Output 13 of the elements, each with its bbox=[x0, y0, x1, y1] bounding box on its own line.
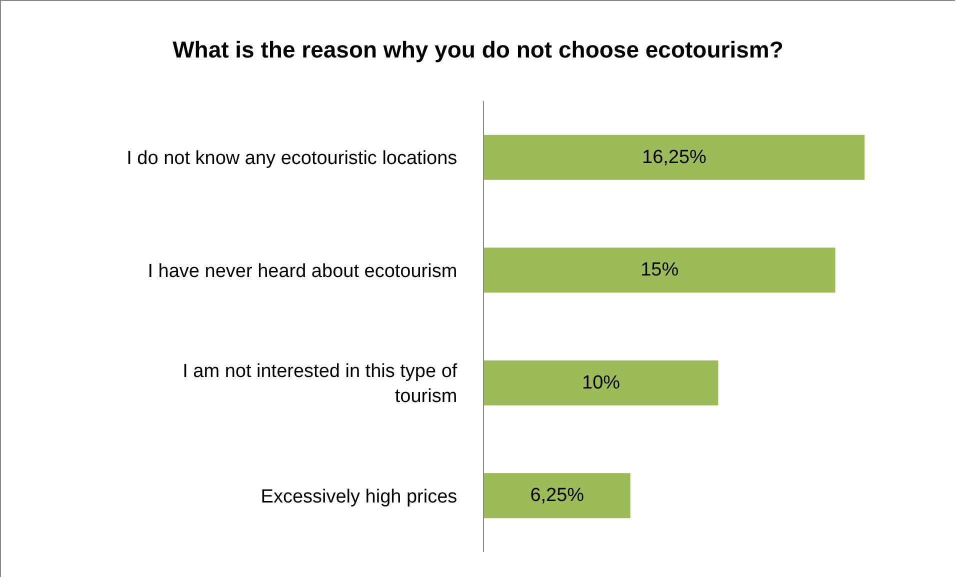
data-label: 16,25% bbox=[642, 146, 707, 168]
data-label: 15% bbox=[640, 260, 679, 281]
bar bbox=[484, 360, 718, 406]
y-tick-label: I do not know any ecotouristic locations bbox=[126, 148, 458, 170]
chart-title: What is the reason why you do not choose ecotourism? bbox=[172, 36, 784, 62]
bar bbox=[484, 134, 865, 180]
y-tick-label: I am not interested in this type of tourism bbox=[182, 361, 458, 407]
y-tick-label: Excessively high prices bbox=[260, 486, 458, 508]
y-tick-label: I have never heard about ecotourism bbox=[148, 260, 458, 282]
bar bbox=[484, 473, 630, 518]
data-label: 6,25% bbox=[530, 485, 584, 506]
data-label: 10% bbox=[582, 372, 620, 394]
bar bbox=[484, 248, 836, 293]
